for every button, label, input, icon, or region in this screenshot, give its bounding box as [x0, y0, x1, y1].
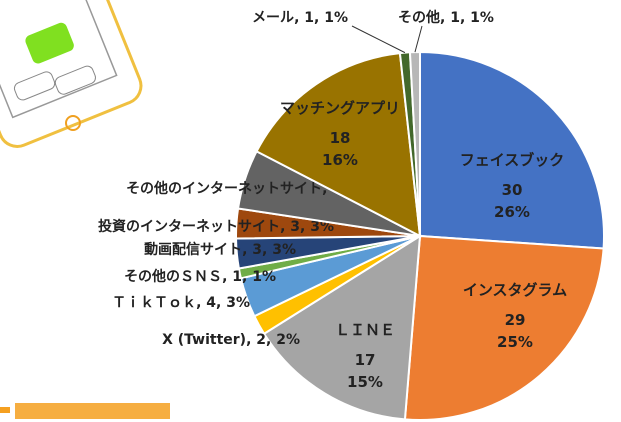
phone-illustration	[0, 0, 143, 148]
category-name: マッチングアプリ	[280, 99, 400, 117]
percent-label: 1%	[324, 10, 348, 26]
percent-label: 1%	[470, 10, 494, 26]
slice-label: メール, 1, 1%	[252, 10, 348, 26]
slice-label: その他のＳＮＳ, 1, 1%	[124, 268, 276, 285]
percent-label: 16%	[322, 151, 358, 169]
leader-line	[351, 25, 406, 54]
percent-label: 3%	[226, 295, 250, 311]
percent-label: 2%	[276, 332, 300, 348]
value-label: 18	[330, 129, 351, 147]
category-name: メール	[252, 10, 294, 26]
slice-label: その他, 1, 1%	[398, 9, 494, 26]
separator: ,	[262, 242, 272, 258]
leader-line	[414, 25, 423, 53]
percent-label: 1%	[252, 269, 276, 285]
slice-label: X (Twitter), 2, 2%	[162, 332, 300, 348]
separator: ,	[266, 332, 276, 348]
value-label: 30	[502, 181, 523, 199]
category-name: X (Twitter)	[162, 332, 246, 348]
separator: ,	[460, 10, 470, 26]
separator: ,	[300, 219, 310, 235]
separator: ,	[294, 10, 304, 26]
separator: ,	[242, 269, 252, 285]
separator: ,	[314, 10, 324, 26]
slice-label: 投資のインターネットサイト, 3, 3%	[98, 218, 334, 235]
category-name: 動画配信サイト	[144, 241, 242, 258]
value-label: 17	[355, 351, 376, 369]
category-name: 投資のインターネットサイト	[98, 218, 280, 235]
value-label: 1	[450, 10, 460, 26]
percent-label: 15%	[347, 373, 383, 391]
pie-slice	[408, 50, 421, 237]
value-label: 3	[252, 242, 262, 258]
separator: ,	[216, 295, 226, 311]
pie-chart: フェイスブック 30 26% インスタグラム 29 25% ＬＩＮＥ 17 15% X (Twit…	[98, 9, 605, 421]
slice-label: 動画配信サイト, 3, 3%	[144, 241, 296, 258]
slice-label: フェイスブック 30 26%	[460, 151, 565, 221]
slice-label: ＴｉｋＴｏｋ, 4, 3%	[112, 294, 250, 311]
category-name: その他のインターネットサイト	[126, 180, 322, 197]
percent-label: 3%	[272, 242, 296, 258]
category-name: インスタグラム	[463, 281, 567, 299]
value-label: 1	[304, 10, 314, 26]
category-name: ＴｉｋＴｏｋ	[112, 294, 196, 311]
footer-decoration	[0, 403, 170, 419]
slice-label: インスタグラム 29 25%	[463, 281, 567, 351]
separator: ,	[196, 295, 206, 311]
separator: ,	[246, 332, 256, 348]
separator: ,	[280, 219, 290, 235]
pie-slice	[255, 51, 422, 238]
category-name: その他	[398, 9, 440, 26]
separator: ,	[440, 10, 450, 26]
separator: ,	[222, 269, 232, 285]
category-name: フェイスブック	[460, 151, 565, 169]
value-label: 29	[505, 311, 526, 329]
pie-slice	[419, 50, 605, 250]
slice-label: ＬＩＮＥ 17 15%	[335, 321, 395, 391]
value-label: 1	[232, 269, 242, 285]
value-label: 2	[256, 332, 266, 348]
category-name: ＬＩＮＥ	[335, 321, 395, 339]
percent-label: 26%	[494, 203, 530, 221]
pie-slice	[403, 234, 605, 421]
category-name: その他のＳＮＳ	[124, 268, 222, 285]
percent-label: 25%	[497, 333, 533, 351]
value-label: 4	[206, 295, 216, 311]
pie-slice	[262, 234, 422, 421]
slice-label: マッチングアプリ 18 16%	[280, 99, 400, 169]
separator: ,	[242, 242, 252, 258]
value-label: 3	[290, 219, 300, 235]
